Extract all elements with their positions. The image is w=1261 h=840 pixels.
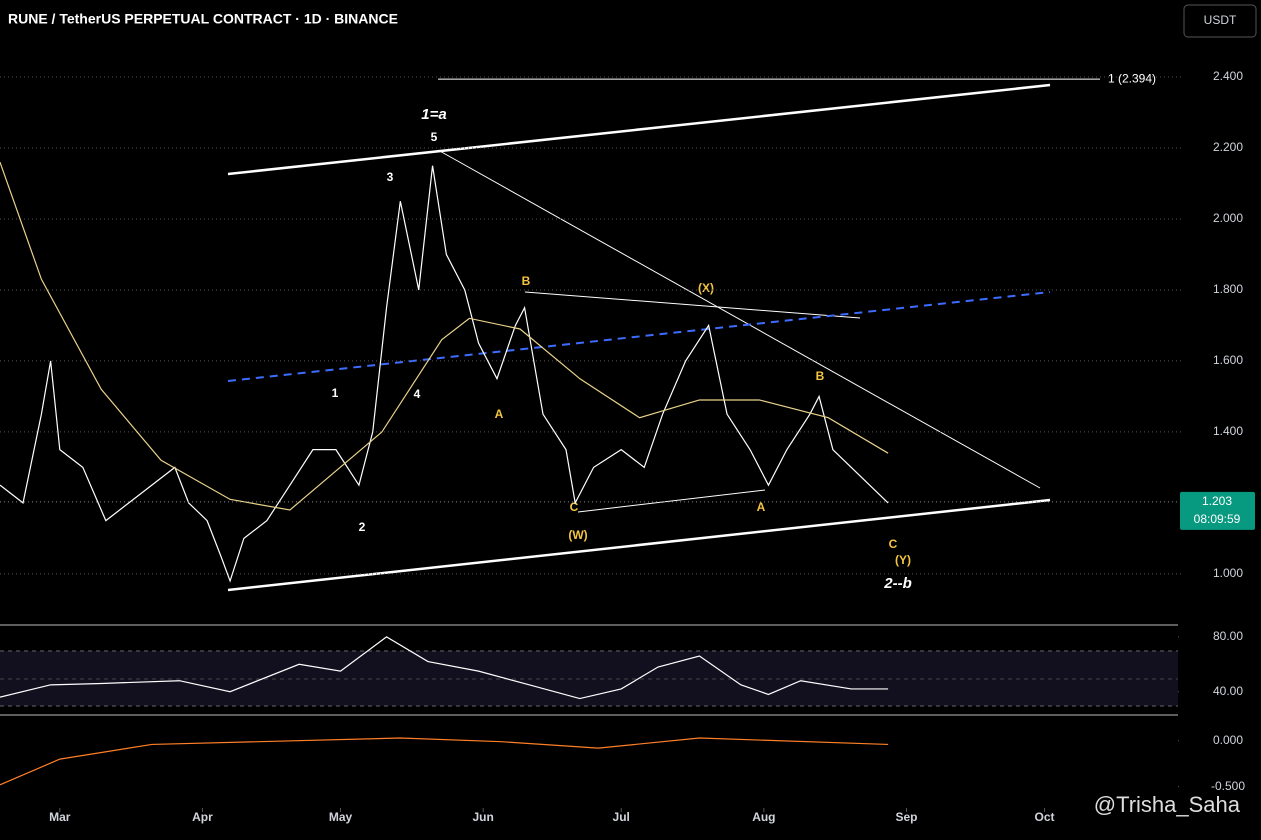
series-line (0, 161, 889, 511)
wave-label: 4 (414, 387, 421, 401)
wave-label: C (570, 500, 579, 514)
x-tick-label: Aug (752, 810, 775, 824)
y-tick-label: 1.600 (1213, 353, 1243, 367)
x-tick-label: May (329, 810, 353, 824)
channel-bottom (227, 498, 1051, 592)
x-tick-label: Jun (472, 810, 493, 824)
y-tick-label: 0.000 (1213, 733, 1243, 747)
mid-line (227, 291, 1051, 382)
trend-line (437, 149, 1041, 489)
last-price-label: 1.203 (1202, 494, 1232, 508)
wave-label: 1=a (421, 106, 446, 123)
last-price-box (1180, 491, 1255, 530)
channel-top (227, 83, 1051, 176)
y-tick-label: 1.000 (1213, 566, 1243, 580)
currency-button[interactable] (1183, 4, 1257, 38)
y-tick-label: 2.400 (1213, 69, 1243, 83)
wave-label: C (889, 537, 898, 551)
trend-line (577, 489, 766, 513)
x-tick-label: Jul (613, 810, 630, 824)
y-tick-label: 2.000 (1213, 211, 1243, 225)
wave-label: 2--b (883, 575, 912, 592)
series-line (0, 737, 889, 786)
chart-title: RUNE / TetherUS PERPETUAL CONTRACT · 1D … (8, 11, 398, 27)
x-tick-label: Oct (1035, 810, 1055, 824)
countdown: 08:09:59 (1194, 512, 1241, 526)
wave-label: 2 (359, 520, 366, 534)
y-tick-label: 40.00 (1213, 684, 1243, 698)
watermark: @Trisha_Saha (1094, 792, 1241, 817)
wave-labels: 1=a 5 3 1 4 2 B A C (W) (X) B A C (Y) 2-… (332, 106, 912, 592)
wave-label: B (522, 274, 531, 288)
x-tick-label: Sep (896, 810, 918, 824)
x-tick-label: Mar (49, 810, 71, 824)
currency[interactable]: USDT (1204, 13, 1237, 27)
y-tick-label: 1.400 (1213, 424, 1243, 438)
wave-label: (X) (698, 281, 714, 295)
series-line (0, 165, 889, 583)
y-tick-label: 1.800 (1213, 282, 1243, 296)
trend-line (524, 291, 861, 319)
wave-label: 5 (431, 130, 438, 144)
drawings (227, 83, 1051, 592)
series-line (0, 636, 889, 700)
x-tick-label: Apr (192, 810, 213, 824)
wave-label: (W) (568, 528, 587, 542)
y-tick-label: 80.00 (1213, 629, 1243, 643)
wave-label: A (495, 407, 504, 421)
wave-label: 3 (387, 170, 394, 184)
y-tick-label: 2.200 (1213, 140, 1243, 154)
wave-label: A (757, 500, 766, 514)
wave-label: 1 (332, 386, 339, 400)
wave-label: (Y) (895, 553, 911, 567)
y-tick-label: -0.500 (1211, 779, 1245, 793)
wave-label: B (816, 369, 825, 383)
fib-label: 1 (2.394) (1108, 71, 1156, 85)
